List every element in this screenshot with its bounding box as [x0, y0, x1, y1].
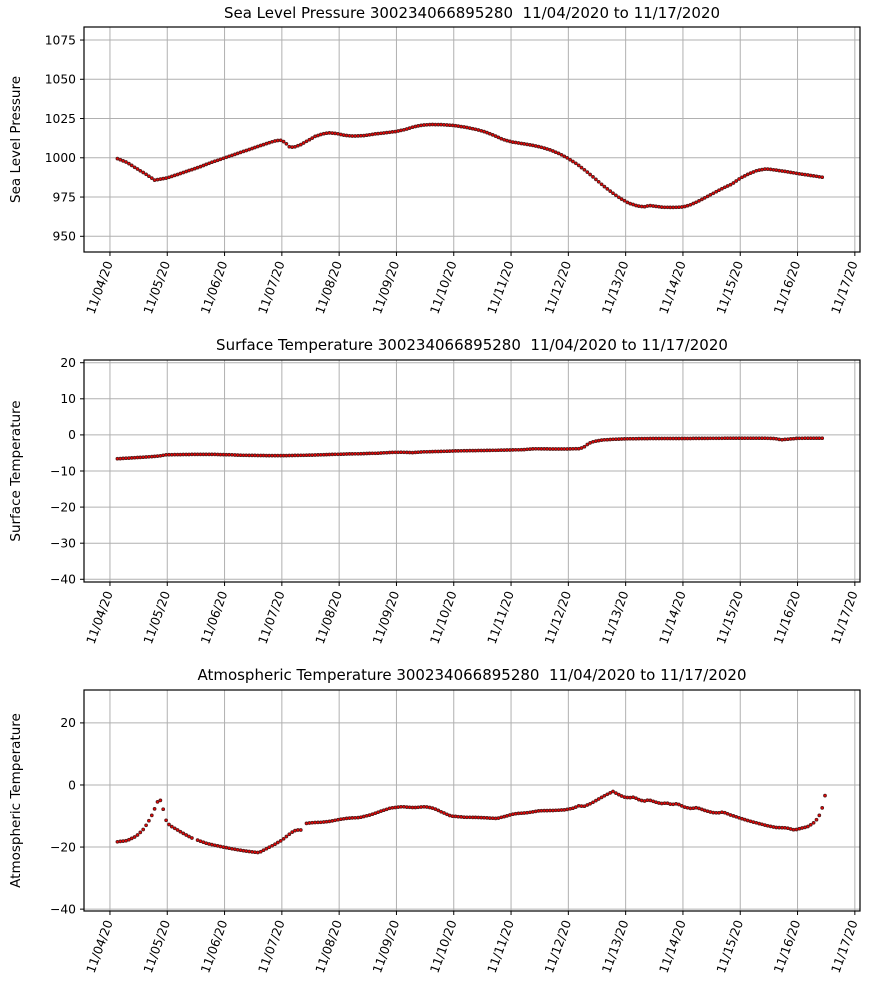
- x-tick-label: 11/17/20: [829, 589, 861, 646]
- y-tick-label: 950: [53, 230, 76, 244]
- x-tick-label: 11/17/20: [829, 918, 861, 975]
- x-tick-label: 11/07/20: [256, 918, 288, 975]
- x-tick-label: 11/05/20: [141, 259, 173, 316]
- x-tick-label: 11/06/20: [198, 589, 230, 646]
- chart-surface_temperature: 11/04/20 11/05/20 11/06/20 11/07/20 11/08/20…: [50, 356, 861, 646]
- x-tick-label: 11/16/20: [771, 918, 803, 975]
- y-tick-label: −20: [50, 840, 76, 854]
- x-tick-label: 11/06/20: [198, 259, 230, 316]
- x-tick-label: 11/06/20: [198, 918, 230, 975]
- plot-border: [83, 689, 861, 912]
- x-tick-label: 11/12/20: [542, 259, 574, 316]
- data-points-sea_level_pressure: [115, 122, 825, 210]
- x-tick-label: 11/04/20: [84, 589, 116, 646]
- x-tick-label: 11/05/20: [141, 589, 173, 646]
- y-tick-label: −20: [50, 500, 76, 514]
- chart-title-sea-level-pressure: Sea Level Pressure 300234066895280 11/04…: [223, 4, 721, 22]
- axis-ticks: 11/04/20 11/05/20 11/06/20 11/07/20 11/08/20…: [50, 356, 861, 646]
- x-tick-label: 11/05/20: [141, 918, 173, 975]
- x-tick-label: 11/14/20: [657, 589, 689, 646]
- y-tick-label: 0: [68, 778, 76, 792]
- y-tick-label: −40: [50, 902, 76, 916]
- x-tick-label: 11/09/20: [370, 589, 402, 646]
- x-tick-label: 11/10/20: [428, 589, 460, 646]
- x-tick-label: 11/08/20: [313, 918, 345, 975]
- x-tick-label: 11/07/20: [256, 589, 288, 646]
- chart-atmospheric_temperature: 11/04/20 11/05/20 11/06/20 11/07/20 11/08/20…: [50, 689, 861, 975]
- x-tick-label: 11/13/20: [599, 589, 631, 646]
- x-tick-label: 11/13/20: [599, 259, 631, 316]
- x-tick-label: 11/08/20: [313, 259, 345, 316]
- data-points-surface_temperature: [115, 436, 825, 461]
- gridlines: [84, 360, 860, 582]
- x-tick-label: 11/14/20: [657, 259, 689, 316]
- y-tick-label: 20: [60, 356, 76, 370]
- x-tick-label: 11/10/20: [428, 918, 460, 975]
- y-tick-label: 20: [60, 716, 76, 730]
- y-tick-label: 1050: [45, 73, 76, 87]
- x-tick-label: 11/09/20: [370, 918, 402, 975]
- y-tick-label: −30: [50, 536, 76, 550]
- x-tick-label: 11/08/20: [313, 589, 345, 646]
- plot-border: [83, 359, 861, 583]
- y-axis-label-sea-level-pressure: Sea Level Pressure: [8, 76, 24, 203]
- chart-title-surface-temperature: Surface Temperature 300234066895280 11/0…: [216, 336, 728, 354]
- x-tick-label: 11/11/20: [485, 918, 517, 975]
- x-tick-label: 11/16/20: [771, 589, 803, 646]
- plot-border: [83, 26, 861, 253]
- y-tick-label: 1075: [45, 33, 76, 47]
- x-tick-label: 11/10/20: [428, 259, 460, 316]
- x-tick-label: 11/13/20: [599, 918, 631, 975]
- x-tick-label: 11/09/20: [370, 259, 402, 316]
- y-axis-label-atmospheric-temperature: Atmospheric Temperature: [8, 713, 24, 888]
- gridlines: [84, 690, 860, 911]
- x-tick-label: 11/15/20: [714, 589, 746, 646]
- x-tick-label: 11/04/20: [84, 918, 116, 975]
- y-tick-label: 1000: [45, 151, 76, 165]
- y-tick-label: 975: [53, 190, 76, 204]
- gridlines: [84, 27, 860, 252]
- y-tick-label: −40: [50, 573, 76, 587]
- y-tick-label: 10: [60, 392, 76, 406]
- data-points-atmospheric_temperature: [115, 789, 827, 855]
- x-tick-label: 11/14/20: [657, 918, 689, 975]
- x-tick-label: 11/17/20: [829, 259, 861, 316]
- x-tick-label: 11/12/20: [542, 589, 574, 646]
- axis-ticks: 11/04/20 11/05/20 11/06/20 11/07/20 11/08/20…: [50, 716, 861, 975]
- x-tick-label: 11/04/20: [84, 259, 116, 316]
- chart-sea_level_pressure: 11/04/20 11/05/20 11/06/20 11/07/20 11/08/20…: [45, 26, 861, 316]
- x-tick-label: 11/11/20: [485, 589, 517, 646]
- x-tick-label: 11/16/20: [771, 259, 803, 316]
- x-tick-label: 11/07/20: [256, 259, 288, 316]
- y-tick-label: 1025: [45, 112, 76, 126]
- x-tick-label: 11/12/20: [542, 918, 574, 975]
- y-axis-label-surface-temperature: Surface Temperature: [8, 400, 24, 541]
- x-tick-label: 11/11/20: [485, 259, 517, 316]
- y-tick-label: 0: [68, 428, 76, 442]
- x-tick-label: 11/15/20: [714, 918, 746, 975]
- y-tick-label: −10: [50, 464, 76, 478]
- x-tick-label: 11/15/20: [714, 259, 746, 316]
- chart-title-atmospheric-temperature: Atmospheric Temperature 300234066895280 …: [197, 666, 747, 684]
